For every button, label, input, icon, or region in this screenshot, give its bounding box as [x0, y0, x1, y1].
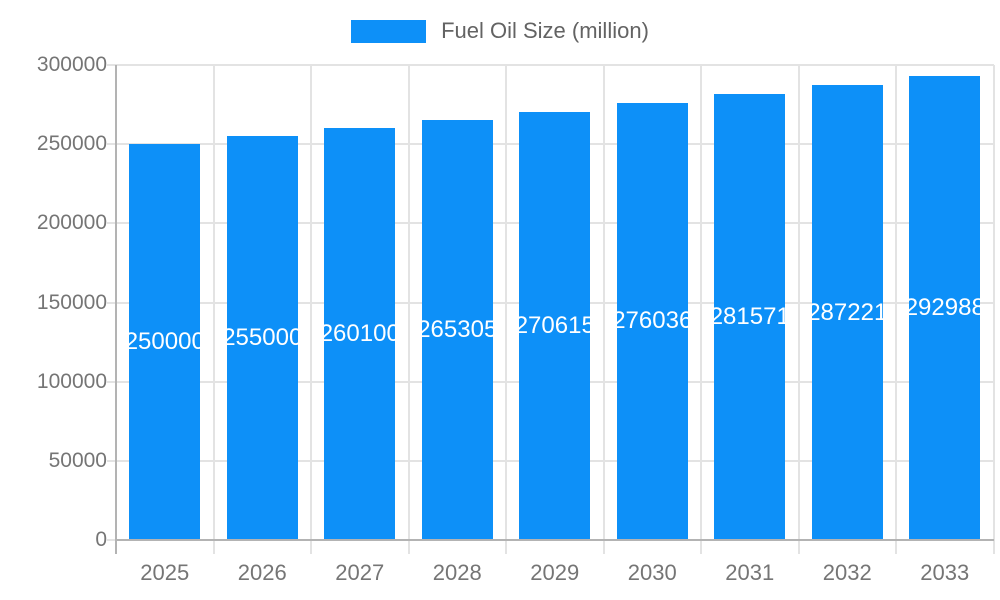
legend-label: Fuel Oil Size (million): [441, 18, 649, 43]
bar: 250000: [129, 144, 201, 540]
bar-annotation: 276036: [616, 307, 688, 335]
x-tick-label: 2028: [432, 560, 482, 585]
bar: 281571: [714, 94, 786, 540]
y-tick-label: 100000: [36, 369, 107, 393]
x-tick-label: 2027: [335, 560, 385, 585]
x-tick-label: 2032: [822, 560, 872, 585]
y-tick-mark: [107, 64, 116, 66]
v-gridline: [992, 65, 995, 554]
y-tick-mark: [107, 380, 116, 383]
v-gridline: [797, 65, 800, 554]
y-tick-mark: [107, 459, 116, 462]
bar: 292988: [909, 76, 981, 540]
v-gridline: [895, 65, 897, 554]
bar-annotation: 255000: [226, 324, 298, 352]
h-gridline: [116, 64, 994, 66]
x-tick-label: 2026: [237, 560, 287, 585]
bar-annotation: 292988: [909, 294, 981, 322]
y-tick-label: 150000: [36, 290, 107, 314]
x-tick-label: 2029: [530, 560, 580, 585]
bar-annotation: 270615: [519, 311, 591, 339]
bar: 276036: [616, 102, 688, 540]
v-gridline: [212, 65, 215, 554]
v-gridline: [602, 65, 605, 554]
y-tick-label: 250000: [36, 132, 107, 156]
bar: 260100: [324, 128, 396, 540]
y-tick-mark: [107, 143, 116, 146]
bar-annotation: 287221: [811, 298, 883, 326]
y-axis-line: [115, 65, 117, 554]
v-gridline: [310, 65, 312, 554]
x-tick-label: 2025: [140, 560, 190, 585]
v-gridline: [505, 65, 507, 554]
bar-annotation: 250000: [129, 328, 201, 356]
legend-swatch: [351, 19, 427, 43]
bar: 255000: [226, 136, 298, 540]
y-tick-label: 200000: [36, 211, 107, 235]
y-tick-label: 0: [95, 528, 107, 551]
y-tick-mark: [107, 301, 116, 304]
y-tick-mark: [107, 222, 116, 225]
v-gridline: [407, 65, 410, 554]
x-tick-label: 2033: [920, 560, 970, 585]
y-tick-mark: [107, 539, 116, 541]
bar-annotation: 260100: [324, 320, 396, 348]
v-gridline: [700, 65, 702, 554]
x-axis-line: [116, 539, 994, 541]
x-tick-label: 2031: [725, 560, 775, 585]
bar-annotation: 281571: [714, 303, 786, 331]
y-tick-label: 50000: [48, 448, 107, 472]
bar: 270615: [519, 111, 591, 540]
bar-annotation: 265305: [421, 315, 493, 343]
y-tick-label: 300000: [36, 53, 107, 76]
bar: 287221: [811, 85, 883, 540]
x-tick-label: 2030: [627, 560, 677, 585]
bar: 265305: [421, 119, 493, 540]
chart-legend: Fuel Oil Size (million): [0, 18, 1000, 44]
